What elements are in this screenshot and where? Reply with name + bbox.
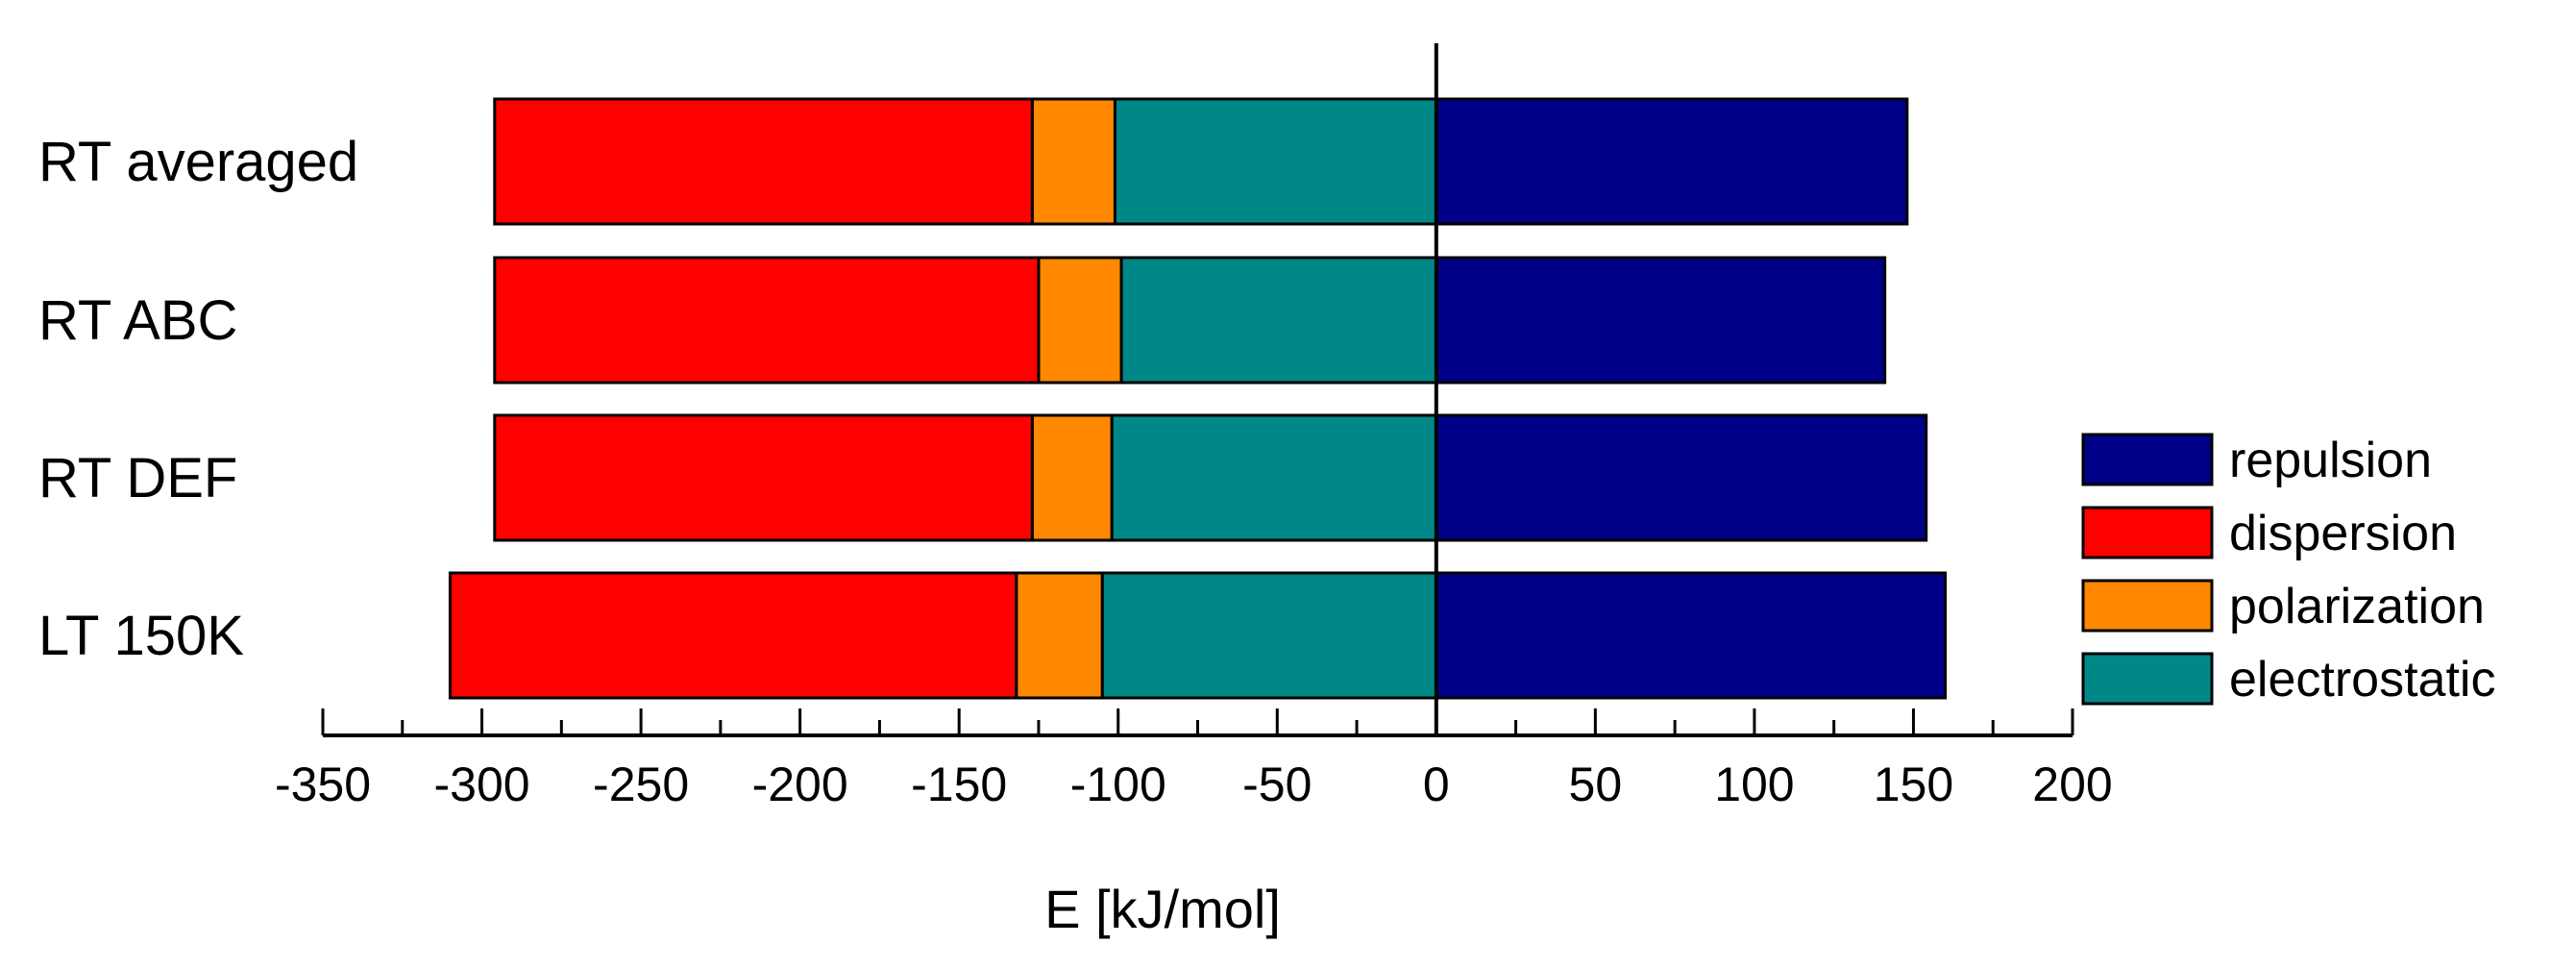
legend-label-polarization: polarization [2229,579,2485,634]
category-label-0: RT averaged [38,131,358,193]
bar-electrostatic-0 [1113,97,1438,226]
bar-polarization-0 [1030,97,1116,226]
legend-swatch-dispersion [2081,506,2214,559]
legend-swatch-polarization [2081,579,2214,633]
legend-label-repulsion: repulsion [2229,433,2432,488]
bar-polarization-3 [1015,571,1104,700]
bars-group [448,97,1948,700]
tick-label: -50 [1242,758,1312,811]
tick-label: -100 [1070,758,1166,811]
bar-repulsion-3 [1435,571,1948,700]
tick-label: 200 [2032,758,2112,811]
bar-repulsion-1 [1435,256,1887,385]
tick-label: -250 [593,758,689,811]
x-axis-title: E [kJ/mol] [1044,879,1281,939]
legend-swatch-electrostatic [2081,652,2214,706]
bar-electrostatic-2 [1110,413,1438,542]
category-label-3: LT 150K [38,605,244,667]
legend-label-dispersion: dispersion [2229,506,2457,561]
tick-label: -350 [275,758,371,811]
tick-label: 50 [1569,758,1623,811]
bar-polarization-2 [1030,413,1114,542]
bar-dispersion-0 [493,97,1034,226]
x-axis: -350 -300 -250 -200 -150 -100 -50 0 50 100 150 200 [275,708,2113,811]
bar-dispersion-2 [493,413,1034,542]
legend: repulsion dispersion polarization electrost… [2081,433,2495,708]
bar-polarization-1 [1037,256,1123,385]
bar-dispersion-3 [448,571,1018,700]
tick-label: 100 [1714,758,1794,811]
tick-label: -200 [752,758,848,811]
tick-label: 150 [1874,758,1953,811]
category-label-2: RT DEF [38,447,237,509]
tick-label: -300 [434,758,530,811]
category-label-1: RT ABC [38,289,237,352]
bar-repulsion-2 [1435,413,1928,542]
tick-label: 0 [1423,758,1450,811]
category-labels: RT averaged RT ABC RT DEF LT 150K [38,131,358,667]
bar-dispersion-1 [493,256,1041,385]
bar-electrostatic-1 [1119,256,1438,385]
bar-electrostatic-3 [1100,571,1438,700]
legend-label-electrostatic: electrostatic [2229,652,2495,708]
tick-label: -150 [911,758,1007,811]
legend-swatch-repulsion [2081,433,2214,486]
bar-repulsion-0 [1435,97,1909,226]
